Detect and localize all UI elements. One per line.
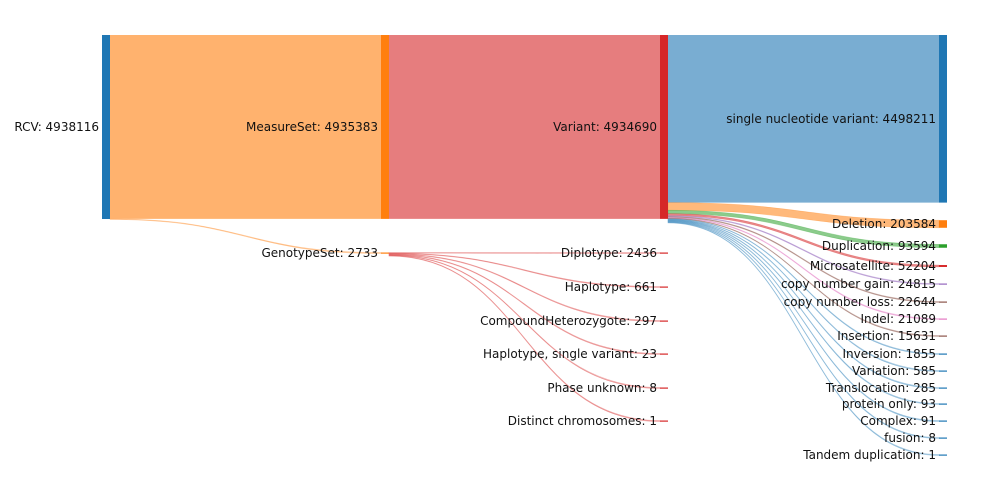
node-complex <box>939 420 947 422</box>
node-fusion <box>939 437 947 439</box>
links-layer <box>109 35 940 456</box>
label-microsatellite: Microsatellite: 52204 <box>810 259 936 273</box>
nodes-layer <box>102 35 947 456</box>
node-compoundheterozygote <box>660 320 668 322</box>
node-single-nucleotide-variant <box>939 35 947 203</box>
label-single-nucleotide-variant: single nucleotide variant: 4498211 <box>726 112 936 126</box>
label-variation: Variation: 585 <box>852 364 936 378</box>
link-measureset-to-variant <box>389 35 660 219</box>
node-distinct-chromosomes <box>660 420 668 422</box>
node-haplotype <box>660 286 668 288</box>
node-inversion <box>939 353 947 355</box>
node-diplotype <box>660 252 668 254</box>
link-variant-to-microsatellite <box>667 213 940 268</box>
label-tandem-duplication: Tandem duplication: 1 <box>802 448 936 462</box>
label-genotypeset: GenotypeSet: 2733 <box>261 246 378 260</box>
node-genotypeset <box>381 252 389 254</box>
label-copy-number-loss: copy number loss: 22644 <box>784 295 936 309</box>
node-measureset <box>381 35 389 219</box>
link-variant-to-duplication <box>667 209 940 249</box>
label-variant: Variant: 4934690 <box>553 120 657 134</box>
label-phase-unknown: Phase unknown: 8 <box>547 381 657 395</box>
node-translocation <box>939 387 947 389</box>
label-complex: Complex: 91 <box>860 414 936 428</box>
label-distinct-chromosomes: Distinct chromosomes: 1 <box>508 414 657 428</box>
node-variant <box>660 35 668 219</box>
node-microsatellite <box>939 265 947 267</box>
label-deletion: Deletion: 203584 <box>832 217 936 231</box>
label-haplotype: Haplotype: 661 <box>565 280 657 294</box>
label-fusion: fusion: 8 <box>884 431 936 445</box>
node-indel <box>939 318 947 320</box>
label-measureset: MeasureSet: 4935383 <box>246 120 378 134</box>
node-tandem-duplication <box>939 454 947 456</box>
label-copy-number-gain: copy number gain: 24815 <box>781 277 936 291</box>
label-insertion: Insertion: 15631 <box>837 329 936 343</box>
label-haplotype-single-variant: Haplotype, single variant: 23 <box>483 347 657 361</box>
label-indel: Indel: 21089 <box>860 312 936 326</box>
label-translocation: Translocation: 285 <box>825 381 936 395</box>
link-variant-to-deletion <box>667 202 940 229</box>
node-deletion <box>939 220 947 228</box>
label-duplication: Duplication: 93594 <box>822 239 936 253</box>
link-variant-to-single-nucleotide-variant <box>668 35 939 203</box>
label-protein-only: protein only: 93 <box>842 397 936 411</box>
node-copy-number-loss <box>939 301 947 303</box>
label-rcv: RCV: 4938116 <box>14 120 99 134</box>
link-rcv-to-measureset <box>110 35 381 219</box>
node-phase-unknown <box>660 387 668 389</box>
label-diplotype: Diplotype: 2436 <box>561 246 657 260</box>
node-duplication <box>939 244 947 248</box>
link-genotypeset-to-haplotype-single-variant <box>388 253 661 355</box>
label-compoundheterozygote: CompoundHeterozygote: 297 <box>480 314 657 328</box>
node-copy-number-gain <box>939 283 947 285</box>
node-insertion <box>939 335 947 337</box>
labels-layer: RCV: 4938116 MeasureSet: 4935383 GenotypeS… <box>14 112 936 462</box>
node-rcv <box>102 35 110 219</box>
node-variation <box>939 370 947 372</box>
node-haplotype-single-variant <box>660 353 668 355</box>
label-inversion: Inversion: 1855 <box>843 347 937 361</box>
node-protein-only <box>939 403 947 405</box>
